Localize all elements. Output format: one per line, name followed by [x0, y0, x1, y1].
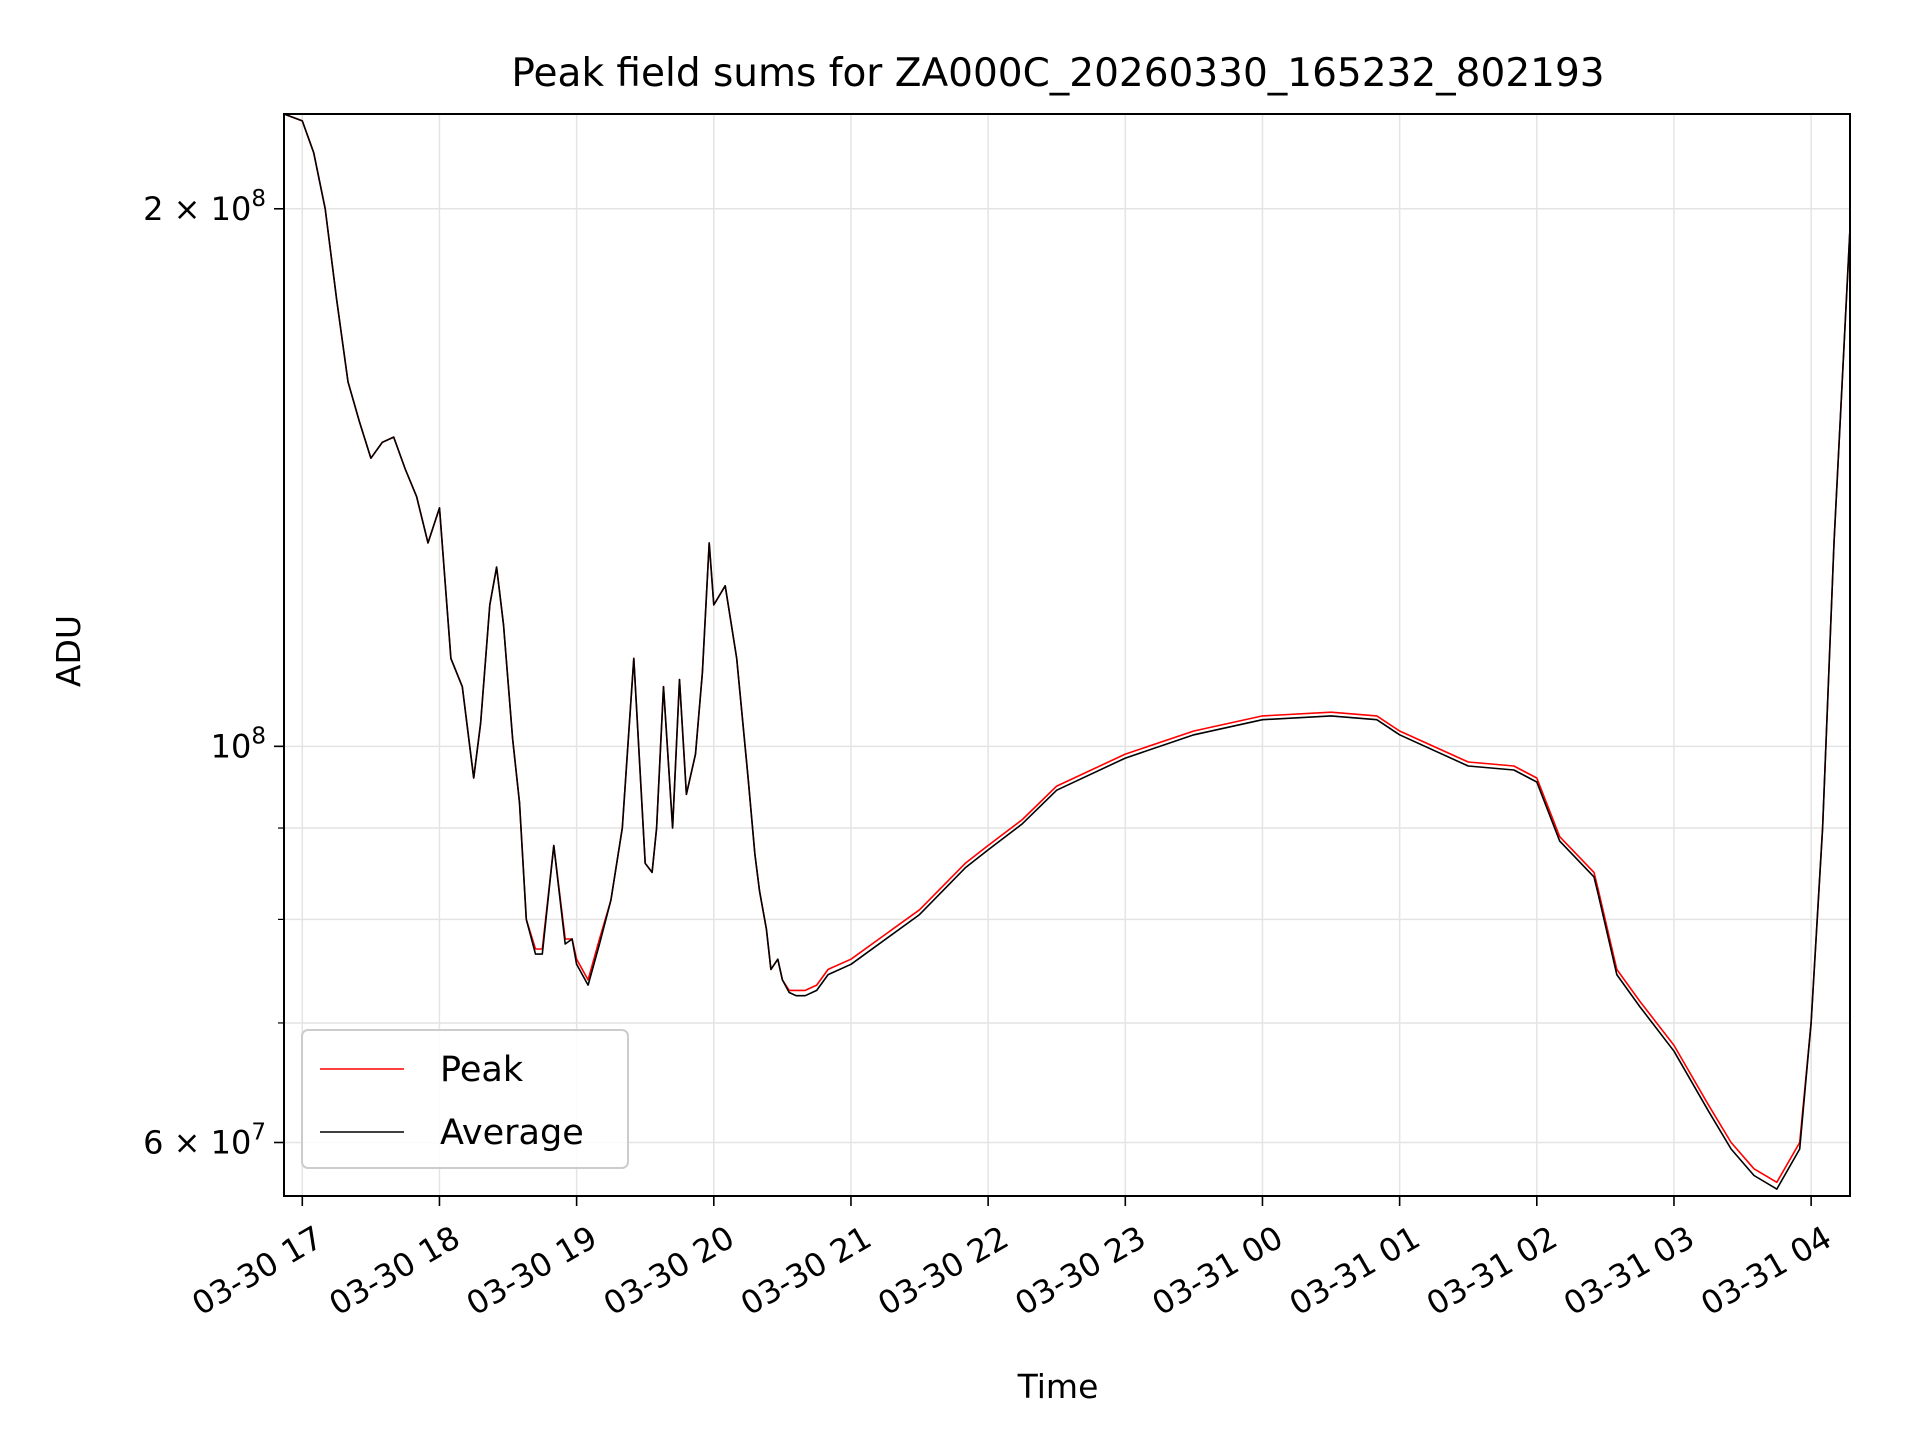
chart-title: Peak field sums for ZA000C_20260330_1652… — [511, 51, 1604, 96]
y-tick-base: 6 × 10 — [143, 1123, 251, 1161]
plot-series — [283, 113, 1851, 1190]
plot-frame — [283, 113, 1851, 1197]
legend-label-average: Average — [440, 1113, 584, 1153]
y-tick-exponent: 7 — [251, 1119, 266, 1145]
x-axis-label: Time — [1017, 1367, 1099, 1406]
legend: Peak Average — [301, 1029, 629, 1169]
legend-box — [301, 1029, 629, 1169]
y-tick-label: 108 — [211, 723, 266, 765]
series-line-average — [283, 113, 1851, 1190]
grid — [284, 114, 1850, 1196]
y-tick-label: 2 × 108 — [143, 186, 266, 228]
y-axis-label: ADU — [49, 615, 88, 687]
y-tick-exponent: 8 — [251, 186, 266, 212]
y-tick-exponent: 8 — [251, 723, 266, 749]
y-tick-base: 2 × 10 — [143, 190, 251, 228]
y-tick-base: 10 — [211, 727, 252, 765]
y-tick-label: 6 × 107 — [143, 1119, 266, 1161]
legend-label-peak: Peak — [440, 1050, 524, 1090]
